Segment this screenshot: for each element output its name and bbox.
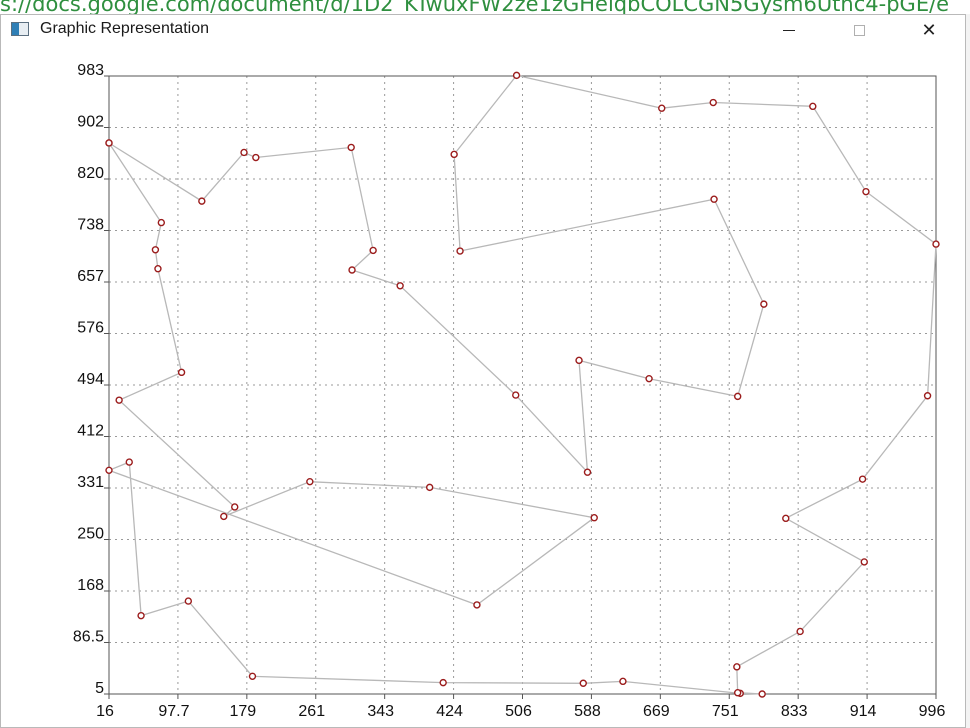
x-tick-label: 588 (574, 703, 601, 720)
maximize-button[interactable] (836, 15, 882, 45)
data-point (157, 218, 166, 227)
y-tick-label: 5 (95, 680, 104, 697)
data-point (473, 601, 481, 609)
y-tick-label: 250 (77, 526, 104, 543)
data-point (231, 503, 239, 511)
window-title: Graphic Representation (40, 20, 209, 37)
data-point (151, 246, 160, 254)
data-point (860, 558, 868, 566)
data-point (154, 265, 162, 273)
minimize-button[interactable] (766, 15, 812, 45)
y-tick-label: 168 (77, 577, 104, 594)
data-point (645, 374, 653, 383)
data-point (923, 392, 932, 400)
close-icon: ✕ (921, 19, 937, 40)
data-point (105, 139, 113, 147)
data-point (220, 512, 228, 521)
background-document-edge (966, 14, 970, 728)
background-url-text: s://docs.google.com/document/d/1D2_KTwux… (0, 0, 950, 14)
data-point (809, 102, 817, 111)
y-tick-label: 494 (77, 371, 104, 388)
x-tick-label: 343 (367, 703, 394, 720)
minimize-icon (783, 29, 795, 31)
y-tick-label: 86.5 (73, 629, 104, 646)
data-point (240, 148, 248, 157)
data-point (456, 247, 464, 255)
data-point (760, 300, 768, 308)
x-tick-label: 751 (712, 703, 739, 720)
data-point (252, 153, 260, 162)
x-tick-label: 179 (229, 703, 256, 720)
data-point (658, 104, 666, 112)
x-tick-label: 97.7 (158, 703, 189, 720)
data-point (105, 466, 113, 475)
title-bar[interactable]: Graphic Representation ✕ (1, 15, 965, 45)
data-point (733, 392, 742, 401)
x-tick-label: 914 (850, 703, 877, 720)
y-tick-label: 412 (77, 423, 104, 440)
x-tick-label: 669 (643, 703, 670, 720)
data-point (575, 356, 583, 365)
graph-window: Graphic Representation ✕ (0, 14, 966, 728)
tour-path-line (107, 74, 937, 695)
x-tick-label: 261 (298, 703, 325, 720)
data-point (137, 611, 145, 620)
y-tick-label: 983 (77, 62, 104, 79)
data-point (796, 627, 804, 636)
data-point (590, 513, 598, 522)
data-point (198, 197, 206, 205)
y-tick-label: 738 (77, 217, 104, 234)
data-point (115, 396, 123, 404)
maximize-icon (853, 24, 865, 36)
data-point (369, 246, 377, 255)
x-tick-label: 424 (436, 703, 463, 720)
x-tick-label: 833 (781, 703, 808, 720)
x-tick-label: 996 (919, 703, 946, 720)
data-point (710, 195, 718, 203)
data-point (450, 150, 458, 159)
data-point (125, 458, 133, 466)
data-point (579, 679, 587, 687)
data-point (619, 677, 627, 686)
data-point (396, 282, 404, 290)
data-point (932, 240, 940, 248)
data-point (782, 514, 790, 523)
y-tick-label: 820 (77, 165, 104, 182)
data-point (306, 477, 314, 486)
data-point (347, 143, 355, 152)
y-tick-label: 331 (77, 474, 104, 491)
app-window-icon (11, 22, 29, 36)
data-point (177, 368, 186, 377)
x-tick-label: 506 (505, 703, 532, 720)
y-tick-label: 657 (77, 268, 104, 285)
data-point (439, 678, 447, 687)
data-point (733, 689, 742, 697)
data-point (709, 98, 717, 107)
x-tick-label: 16 (96, 703, 114, 720)
data-point (425, 483, 434, 492)
data-point (862, 187, 870, 196)
data-point (348, 266, 356, 274)
data-point (758, 690, 766, 698)
y-tick-label: 902 (77, 114, 104, 131)
data-point (248, 672, 257, 681)
data-point (858, 475, 867, 483)
data-point (733, 663, 741, 671)
y-tick-label: 576 (77, 320, 104, 337)
data-point (512, 71, 521, 80)
data-point (184, 597, 193, 605)
data-point (512, 391, 520, 399)
data-point (583, 468, 592, 476)
close-button[interactable]: ✕ (906, 15, 952, 45)
